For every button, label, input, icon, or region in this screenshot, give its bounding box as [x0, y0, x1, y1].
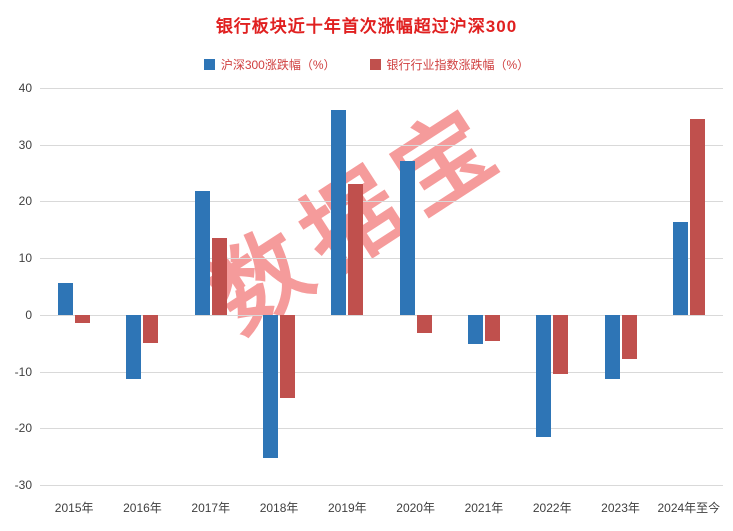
legend-item-bank-index[interactable]: 银行行业指数涨跌幅（%） — [369, 56, 530, 73]
x-axis: 2015年 2016年 2017年 2018年 2019年 2020年 2021年 2022年… — [40, 499, 723, 519]
bar-group — [382, 88, 450, 485]
bar-bank-index[interactable] — [75, 314, 91, 324]
gridline — [40, 258, 723, 260]
legend-item-csi300[interactable]: 沪深300涨跌幅（%） — [203, 56, 336, 73]
bar-group — [518, 88, 586, 485]
bar-group — [655, 88, 723, 485]
bar-csi300[interactable] — [604, 314, 620, 380]
bar-csi300[interactable] — [331, 110, 347, 315]
bar-csi300[interactable] — [263, 314, 279, 459]
legend-marker-csi300-icon — [203, 59, 215, 70]
bar-csi300[interactable] — [672, 222, 688, 315]
bar-bank-index[interactable] — [348, 184, 364, 315]
y-tick-label: 10 — [18, 251, 32, 266]
bar-csi300[interactable] — [467, 314, 483, 345]
chart-title: 银行板块近十年首次涨幅超过沪深300 — [215, 17, 518, 36]
x-tick-label: 2016年 — [123, 501, 162, 515]
bar-csi300[interactable] — [126, 314, 142, 379]
gridline — [40, 88, 723, 89]
y-tick-label: -30 — [14, 478, 32, 492]
bar-group — [108, 88, 176, 485]
chart-area: 40 30 20 10 0 -10 -20 -30 数据宝 — [15, 81, 723, 492]
x-tick-label: 2019年 — [327, 501, 367, 515]
bar-bank-index[interactable] — [553, 314, 569, 375]
bar-csi300[interactable] — [399, 160, 415, 315]
gridline — [40, 314, 723, 316]
x-tick-label: 2015年 — [54, 501, 94, 515]
y-tick-label: 0 — [25, 307, 32, 322]
legend: 沪深300涨跌幅（%） 银行行业指数涨跌幅（%） — [0, 56, 733, 73]
x-tick-label: 2018年 — [259, 501, 299, 515]
gridline — [40, 371, 723, 373]
x-tick-label: 2024年至今 — [657, 501, 721, 515]
bar-csi300[interactable] — [536, 314, 552, 438]
bar-group — [450, 88, 518, 485]
gridline — [40, 144, 723, 146]
bar-bank-index[interactable] — [689, 119, 705, 315]
gridline — [40, 428, 723, 430]
y-tick-label: 20 — [18, 194, 32, 209]
legend-label-bank-index: 银行行业指数涨跌幅（%） — [386, 58, 530, 72]
bar-bank-index[interactable] — [280, 314, 296, 399]
x-tick-label: 2022年 — [532, 501, 572, 515]
bar-group — [586, 88, 654, 485]
bar-group — [245, 88, 313, 485]
y-tick-label: 40 — [18, 81, 32, 95]
plot-area: 数据宝 — [40, 85, 723, 486]
y-tick-label: -10 — [14, 364, 32, 379]
gridline — [40, 485, 723, 486]
bar-group — [40, 88, 108, 485]
gridline — [40, 201, 723, 203]
bar-group — [177, 88, 245, 485]
bar-csi300[interactable] — [58, 283, 74, 315]
x-tick-label: 2023年 — [601, 501, 640, 515]
bar-bank-index[interactable] — [484, 314, 500, 341]
y-axis: 40 30 20 10 0 -10 -20 -30 — [0, 81, 32, 492]
legend-label-csi300: 沪深300涨跌幅（%） — [220, 58, 336, 72]
bar-bank-index[interactable] — [211, 238, 227, 315]
legend-marker-bank-index-icon — [369, 59, 381, 70]
bar-bank-index[interactable] — [621, 314, 637, 359]
bar-bank-index[interactable] — [416, 314, 432, 333]
x-tick-label: 2021年 — [464, 501, 504, 515]
y-tick-label: -20 — [14, 421, 32, 436]
bar-csi300[interactable] — [194, 191, 210, 315]
x-tick-label: 2017年 — [191, 501, 231, 515]
x-tick-label: 2020年 — [396, 501, 435, 515]
y-tick-label: 30 — [18, 137, 32, 152]
bar-bank-index[interactable] — [143, 314, 159, 344]
bar-group — [313, 88, 381, 485]
